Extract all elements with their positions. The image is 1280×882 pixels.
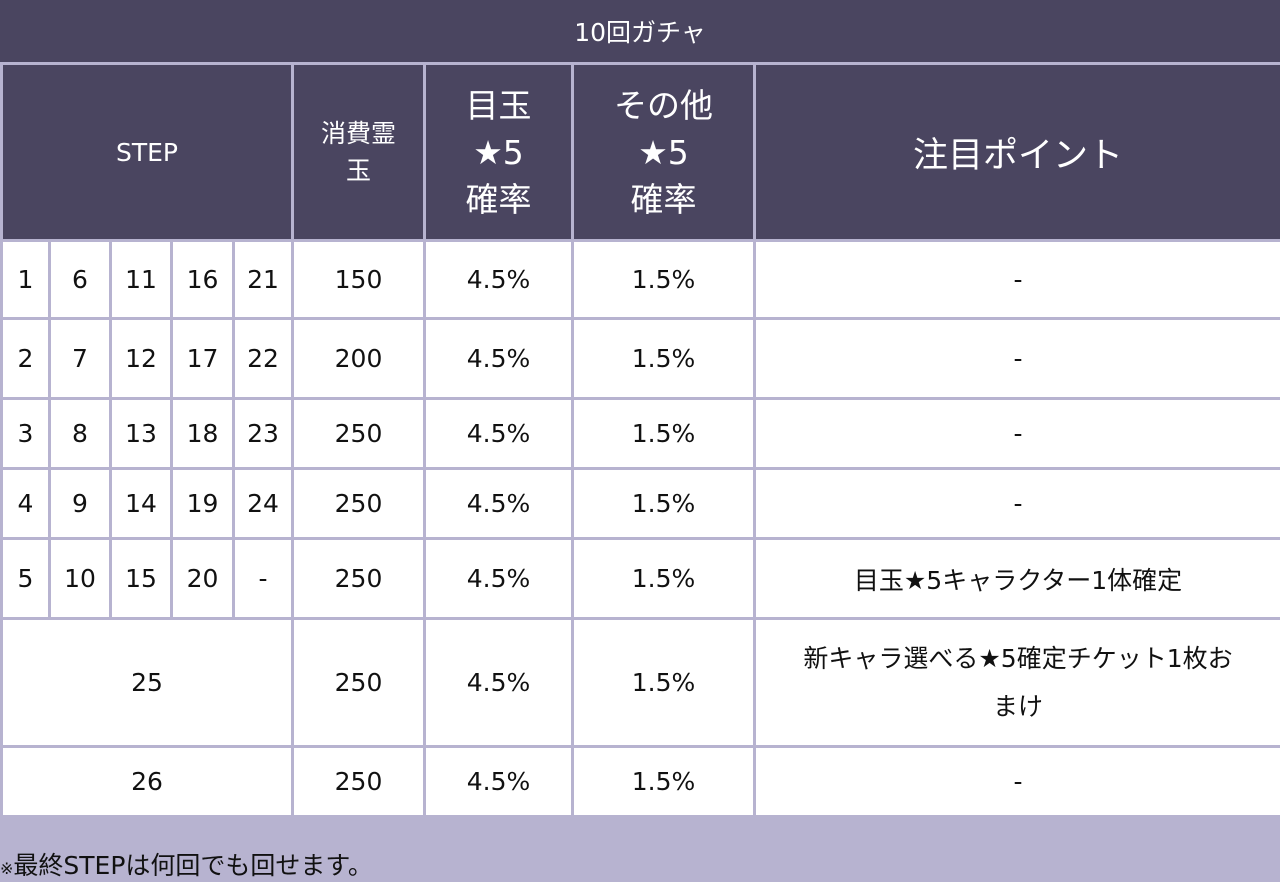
cost-cell: 200 (293, 319, 425, 399)
point-cell: - (755, 241, 1280, 319)
header-featured-line: ★5 (426, 129, 571, 176)
step-cell: 6 (50, 241, 111, 319)
featured-rate-cell: 4.5% (425, 399, 573, 469)
table-row: 3 8 13 18 23 250 4.5% 1.5% - (2, 399, 1280, 469)
step-cell: 10 (50, 539, 111, 619)
featured-rate-cell: 4.5% (425, 539, 573, 619)
point-cell: - (755, 319, 1280, 399)
step-cell: 17 (172, 319, 234, 399)
point-cell: - (755, 399, 1280, 469)
step-cell: 18 (172, 399, 234, 469)
header-point: 注目ポイント (755, 64, 1280, 241)
step-cell: 24 (234, 469, 293, 539)
point-cell: - (755, 747, 1280, 817)
header-row: STEP 消費霊 玉 目玉 ★5 確率 その他 ★5 確率 注目ポイント (2, 64, 1280, 241)
step-cell: 3 (2, 399, 50, 469)
step-cell: 7 (50, 319, 111, 399)
step-cell: 8 (50, 399, 111, 469)
table-title: 10回ガチャ (0, 0, 1280, 62)
step-cell: 20 (172, 539, 234, 619)
point-text: - (756, 489, 1280, 518)
step-cell: 4 (2, 469, 50, 539)
header-other-line: 確率 (574, 176, 753, 223)
step-cell: 23 (234, 399, 293, 469)
cost-cell: 150 (293, 241, 425, 319)
header-cost-line: 消費霊 (294, 115, 423, 152)
header-other-rate: その他 ★5 確率 (573, 64, 755, 241)
cost-cell: 250 (293, 747, 425, 817)
other-rate-cell: 1.5% (573, 319, 755, 399)
other-rate-cell: 1.5% (573, 539, 755, 619)
step-cell: 25 (2, 619, 293, 747)
step-cell: 15 (111, 539, 172, 619)
point-cell: 目玉★5キャラクター1体確定 (755, 539, 1280, 619)
point-text: 新キャラ選べる★5確定チケット1枚お (756, 635, 1280, 683)
table-row: 1 6 11 16 21 150 4.5% 1.5% - (2, 241, 1280, 319)
header-step: STEP (2, 64, 293, 241)
step-cell: 5 (2, 539, 50, 619)
step-cell: 14 (111, 469, 172, 539)
featured-rate-cell: 4.5% (425, 469, 573, 539)
table-row: 26 250 4.5% 1.5% - (2, 747, 1280, 817)
point-cell: 新キャラ選べる★5確定チケット1枚お まけ (755, 619, 1280, 747)
cost-cell: 250 (293, 539, 425, 619)
header-featured-line: 確率 (426, 176, 571, 223)
point-cell: - (755, 469, 1280, 539)
header-cost-line: 玉 (294, 152, 423, 189)
other-rate-cell: 1.5% (573, 469, 755, 539)
step-cell: 12 (111, 319, 172, 399)
header-other-line: その他 (574, 82, 753, 129)
other-rate-cell: 1.5% (573, 619, 755, 747)
featured-rate-cell: 4.5% (425, 747, 573, 817)
point-text: - (756, 265, 1280, 294)
header-point-label: 注目ポイント (913, 136, 1123, 176)
header-cost: 消費霊 玉 (293, 64, 425, 241)
step-cell: 19 (172, 469, 234, 539)
cost-cell: 250 (293, 469, 425, 539)
featured-rate-cell: 4.5% (425, 619, 573, 747)
featured-rate-cell: 4.5% (425, 319, 573, 399)
step-cell: 22 (234, 319, 293, 399)
header-featured-rate: 目玉 ★5 確率 (425, 64, 573, 241)
header-step-label: STEP (116, 138, 178, 167)
footnote: ※最終STEPは何回でも回せます。 (0, 846, 373, 882)
step-cell: - (234, 539, 293, 619)
point-text: まけ (756, 683, 1280, 731)
featured-rate-cell: 4.5% (425, 241, 573, 319)
other-rate-cell: 1.5% (573, 241, 755, 319)
step-cell: 21 (234, 241, 293, 319)
table-row: 5 10 15 20 - 250 4.5% 1.5% 目玉★5キャラクター1体確… (2, 539, 1280, 619)
cost-cell: 250 (293, 399, 425, 469)
step-cell: 9 (50, 469, 111, 539)
step-cell: 2 (2, 319, 50, 399)
step-cell: 26 (2, 747, 293, 817)
point-text: 目玉★5キャラクター1体確定 (756, 561, 1280, 597)
header-other-line: ★5 (574, 129, 753, 176)
step-cell: 1 (2, 241, 50, 319)
point-text: - (756, 419, 1280, 448)
other-rate-cell: 1.5% (573, 399, 755, 469)
step-cell: 11 (111, 241, 172, 319)
table-row: 2 7 12 17 22 200 4.5% 1.5% - (2, 319, 1280, 399)
footnote-text: 最終STEPは何回でも回せます。 (13, 851, 373, 880)
gacha-step-table: STEP 消費霊 玉 目玉 ★5 確率 その他 ★5 確率 注目ポイント (0, 62, 1280, 818)
point-text: - (756, 344, 1280, 373)
table-row: 4 9 14 19 24 250 4.5% 1.5% - (2, 469, 1280, 539)
step-cell: 16 (172, 241, 234, 319)
table-title-text: 10回ガチャ (574, 13, 706, 49)
point-text: - (756, 767, 1280, 796)
table-row: 25 250 4.5% 1.5% 新キャラ選べる★5確定チケット1枚お まけ (2, 619, 1280, 747)
step-cell: 13 (111, 399, 172, 469)
cost-cell: 250 (293, 619, 425, 747)
header-featured-line: 目玉 (426, 82, 571, 129)
other-rate-cell: 1.5% (573, 747, 755, 817)
footnote-mark: ※ (0, 859, 13, 878)
